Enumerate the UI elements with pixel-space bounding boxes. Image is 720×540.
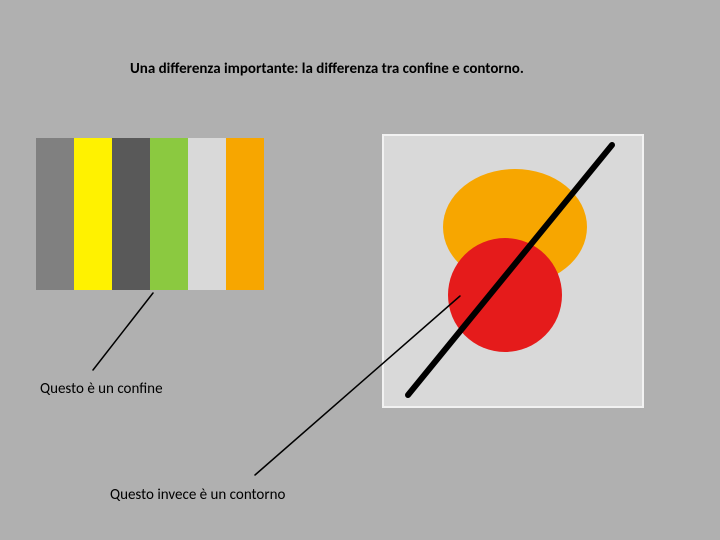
slide-title: Una differenza importante: la differenza… <box>130 60 524 78</box>
stripe-1 <box>74 138 112 290</box>
stripe-4 <box>188 138 226 290</box>
stripe-0 <box>36 138 74 290</box>
shape-red-circle <box>448 238 562 352</box>
stripe-3 <box>150 138 188 290</box>
label-confine: Questo è un confine <box>40 380 163 398</box>
label-contorno: Questo invece è un contorno <box>110 486 285 504</box>
stripe-2 <box>112 138 150 290</box>
stripe-5 <box>226 138 264 290</box>
